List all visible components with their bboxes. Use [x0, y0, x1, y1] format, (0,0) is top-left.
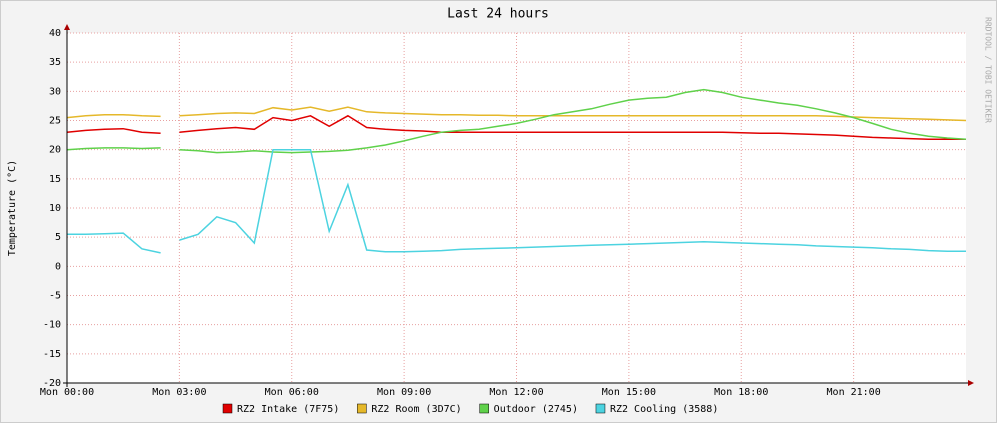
- y-tick-label: 30: [49, 86, 61, 97]
- x-tick-label: Mon 06:00: [265, 387, 319, 398]
- x-tick-label: Mon 21:00: [827, 387, 881, 398]
- y-tick-label: 5: [55, 232, 61, 243]
- grid: [66, 32, 966, 384]
- y-tick-label: 20: [49, 145, 61, 156]
- chart-title: Last 24 hours: [447, 7, 549, 22]
- x-tick-label: Mon 15:00: [602, 387, 656, 398]
- y-tick-label: -20: [43, 378, 61, 389]
- y-arrow: [64, 24, 70, 30]
- legend: RZ2 Intake (7F75) RZ2 Room (3D7C) Outdoor …: [222, 403, 718, 415]
- series-line: [67, 148, 966, 254]
- y-tick-label: -15: [43, 349, 61, 360]
- legend-swatch: [357, 403, 367, 414]
- y-axis-label: Temperature (°C): [7, 160, 18, 256]
- legend-label: RZ2 Room (3D7C): [371, 404, 461, 415]
- y-tick-label: 25: [49, 116, 61, 127]
- y-tick-label: 35: [49, 57, 61, 68]
- x-tick-label: Mon 12:00: [489, 387, 543, 398]
- series-line: [66, 114, 966, 140]
- y-tick-label: -5: [49, 291, 61, 302]
- y-tick-label: 10: [49, 203, 61, 214]
- x-tick-label: Mon 18:00: [714, 387, 768, 398]
- legend-label: RZ2 Cooling (3588): [610, 404, 718, 415]
- y-tick-label: -10: [43, 320, 61, 331]
- legend-swatch: [595, 403, 606, 414]
- y-tick-label: 15: [49, 174, 61, 185]
- x-tick-label: Mon 09:00: [377, 387, 431, 398]
- legend-swatch: [222, 403, 233, 414]
- legend-label: RZ2 Intake (7F75): [237, 404, 339, 415]
- x-tick-label: Mon 00:00: [40, 387, 94, 398]
- lines: [66, 88, 967, 254]
- y-tick-label: 0: [55, 261, 61, 272]
- y-tick-label: 40: [49, 28, 61, 39]
- legend-swatch: [479, 403, 489, 414]
- watermark: RRDTOOL / TOBI OETIKER: [984, 17, 993, 123]
- series-line: [66, 106, 967, 122]
- x-tick-label: Mon 03:00: [152, 387, 206, 398]
- legend-label: Outdoor (2745): [494, 404, 578, 415]
- x-arrow: [968, 380, 974, 386]
